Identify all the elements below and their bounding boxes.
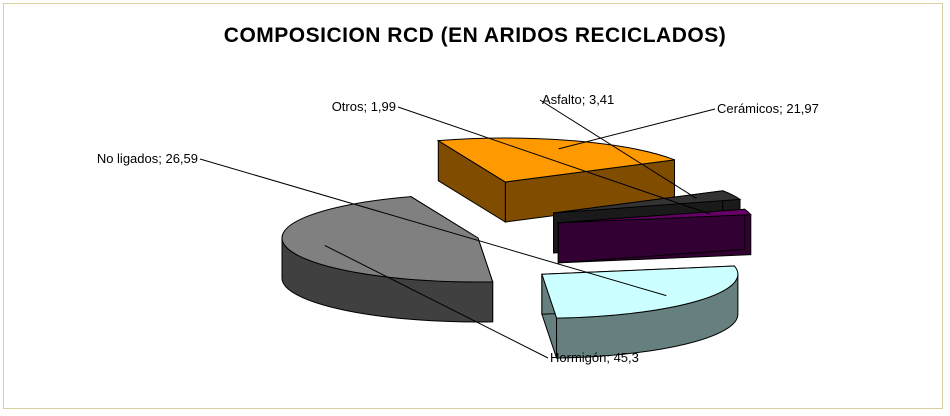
pie-slice-no-ligados xyxy=(541,265,739,319)
data-label: Cerámicos; 21,97 xyxy=(717,101,819,116)
data-label: Asfalto; 3,41 xyxy=(542,92,614,107)
chart-title: COMPOSICION RCD (EN ARIDOS RECICLADOS) xyxy=(223,24,727,47)
chart-frame xyxy=(3,3,943,409)
data-label: Hormigón; 45,3 xyxy=(550,350,639,365)
leader-line xyxy=(539,99,697,200)
pie-labels: Hormigón; 45,3 No ligados; 26,59 Otros; 1,… xyxy=(97,92,819,365)
leader-line xyxy=(558,108,716,150)
leader-line xyxy=(199,158,667,297)
pie-slice-hormig-n xyxy=(281,196,494,283)
data-label: No ligados; 26,59 xyxy=(97,151,198,166)
pie-slice-otros xyxy=(558,208,752,224)
data-label: Otros; 1,99 xyxy=(332,99,396,114)
pie-tops xyxy=(281,137,752,319)
pie-slice-cer-micos xyxy=(436,137,675,183)
leader-line xyxy=(397,106,711,215)
leader-line xyxy=(324,244,549,359)
